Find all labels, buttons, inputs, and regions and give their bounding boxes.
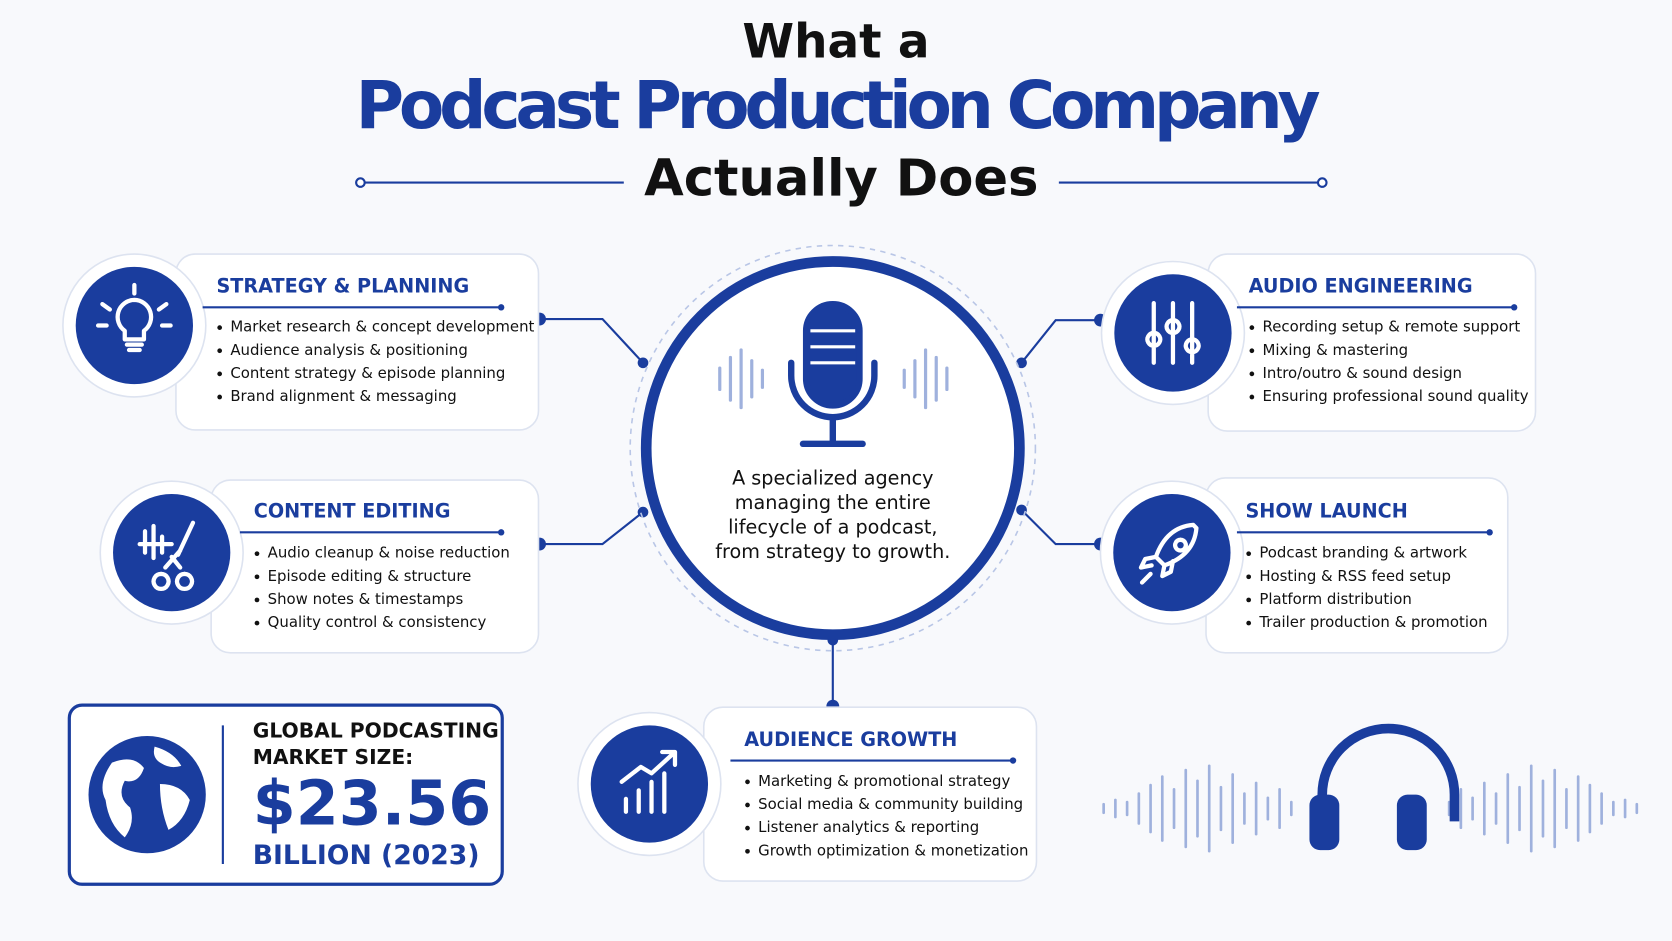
bullet [217,325,223,330]
card-item: Mixing & mastering [1263,341,1409,359]
stat-unit: BILLION (2023) [253,840,480,871]
bullet [217,371,223,377]
card-item: Intro/outro & sound design [1263,364,1463,382]
card-rule-dot [1486,529,1493,536]
card-rule-dot [1510,304,1518,311]
bullet [745,848,750,854]
cards: STRATEGY & PLANNING Market research & con… [62,253,1537,882]
card-item: Brand alignment & messaging [230,387,456,405]
card-item: Ensuring professional sound quality [1263,387,1529,405]
stat-box [67,703,504,886]
bullet [217,394,223,400]
bullet [1246,597,1252,603]
card-rule-dot [497,304,505,311]
card-item: Hosting & RSS feed setup [1259,567,1451,585]
bullet [1249,348,1255,354]
bullet [745,779,750,785]
stat-label: GLOBAL PODCASTING [253,718,499,742]
icon-circle [75,266,194,385]
card-rule-dot [497,529,505,536]
title-main: Podcast Production Company [356,67,1321,144]
center-text: from strategy to growth. [715,540,950,563]
icon-circle [590,725,709,843]
stat-value: $23.56 [253,768,492,840]
bullet [1249,394,1255,400]
bullet [745,825,750,831]
center-text: lifecycle of a podcast, [728,516,937,539]
card-item: Social media & community building [758,795,1023,813]
card-item: Episode editing & structure [268,567,472,585]
card-title: CONTENT EDITING [254,500,451,523]
bullet [254,574,260,580]
bullet [254,597,260,603]
card-item: Audio cleanup & noise reduction [268,544,510,562]
title-line: Actually Does [644,149,1038,209]
card-item: Listener analytics & reporting [758,818,979,836]
card-item: Podcast branding & artwork [1259,544,1467,562]
center-text: managing the entire [735,491,931,514]
card-title: STRATEGY & PLANNING [216,275,469,298]
card-item: Recording setup & remote support [1263,318,1521,336]
bullet [1249,371,1255,377]
bullet [1246,620,1252,626]
card-item: Platform distribution [1259,590,1412,608]
card-item: Show notes & timestamps [268,590,464,608]
card-item: Trailer production & promotion [1258,613,1487,631]
icon [137,520,196,591]
icon [619,749,678,814]
connectors [539,318,1101,707]
center-hub [629,244,1037,652]
center-text: A specialized agency [732,467,933,490]
icon [1138,522,1199,585]
bullet [1246,574,1252,580]
card-title: SHOW LAUNCH [1245,500,1407,523]
card-title: AUDIENCE GROWTH [744,728,957,751]
card-title: AUDIO ENGINEERING [1249,275,1473,298]
title-rules [355,177,1328,188]
card-item: Audience analysis & positioning [230,341,468,359]
bullet [1249,325,1255,330]
card-item: Growth optimization & monetization [758,841,1028,859]
icon-circle [113,493,231,612]
card-item: Quality control & consistency [268,613,487,631]
headphones-wave [1102,723,1639,853]
icon [1145,300,1201,365]
bullet [745,802,750,808]
card-item: Content strategy & episode planning [230,364,505,382]
card-item: Market research & concept development [230,318,534,336]
card-rule-dot [1009,757,1017,764]
title-line: What a [742,15,929,70]
bullet [254,620,260,626]
bullet [1246,551,1252,557]
icon [95,282,173,353]
bullet [254,551,260,557]
stat-label: MARKET SIZE: [253,745,414,769]
card-item: Marketing & promotional strategy [758,772,1010,790]
icon-circle [1113,493,1231,612]
bullet [217,348,223,354]
